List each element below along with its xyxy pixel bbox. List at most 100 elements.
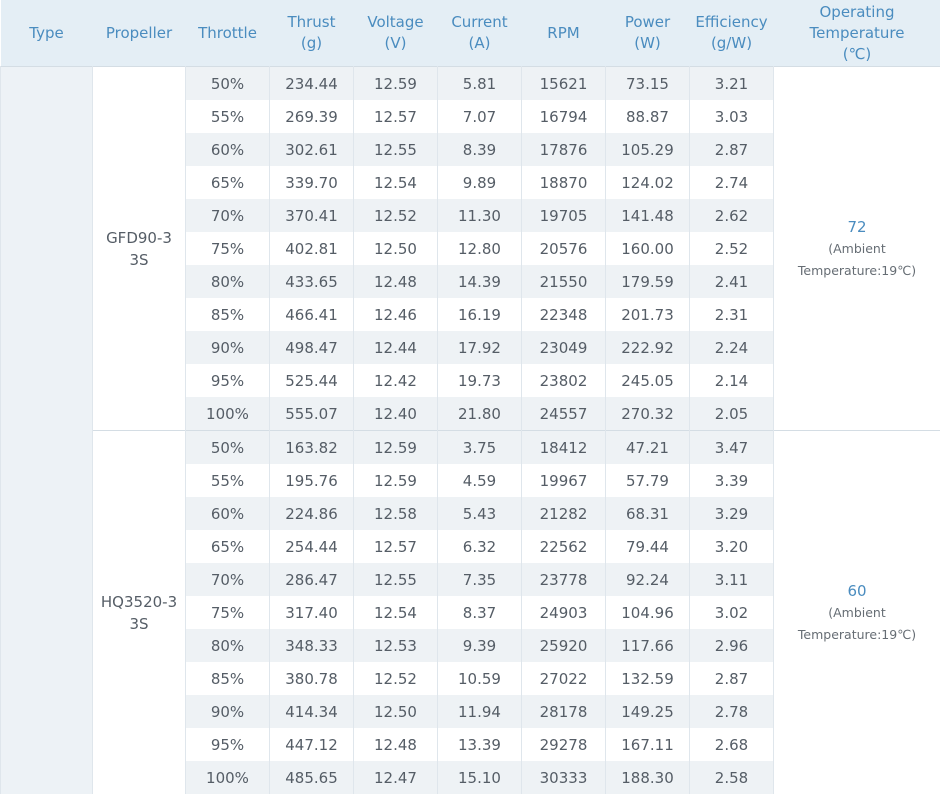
rpm-cell: 18870 <box>522 166 606 199</box>
current-cell: 11.30 <box>438 199 522 232</box>
throttle-cell: 95% <box>186 728 270 761</box>
rpm-cell: 28178 <box>522 695 606 728</box>
efficiency-cell: 3.21 <box>690 67 774 101</box>
thrust-cell: 433.65 <box>270 265 354 298</box>
efficiency-cell: 2.74 <box>690 166 774 199</box>
rpm-cell: 23802 <box>522 364 606 397</box>
rpm-cell: 29278 <box>522 728 606 761</box>
propeller-name: GFD90-3 <box>106 229 172 247</box>
rpm-cell: 25920 <box>522 629 606 662</box>
efficiency-cell: 2.14 <box>690 364 774 397</box>
efficiency-cell: 3.20 <box>690 530 774 563</box>
rpm-cell: 17876 <box>522 133 606 166</box>
operating-temperature-value: 72 <box>774 216 940 238</box>
current-cell: 4.59 <box>438 464 522 497</box>
voltage-cell: 12.57 <box>354 100 438 133</box>
voltage-cell: 12.58 <box>354 497 438 530</box>
thrust-cell: 555.07 <box>270 397 354 431</box>
current-cell: 13.39 <box>438 728 522 761</box>
power-cell: 47.21 <box>606 431 690 465</box>
thrust-cell: 163.82 <box>270 431 354 465</box>
current-cell: 21.80 <box>438 397 522 431</box>
thrust-cell: 286.47 <box>270 563 354 596</box>
current-cell: 3.75 <box>438 431 522 465</box>
efficiency-cell: 2.41 <box>690 265 774 298</box>
current-cell: 9.39 <box>438 629 522 662</box>
efficiency-cell: 2.31 <box>690 298 774 331</box>
throttle-cell: 90% <box>186 331 270 364</box>
rpm-cell: 16794 <box>522 100 606 133</box>
rpm-cell: 19967 <box>522 464 606 497</box>
thrust-cell: 414.34 <box>270 695 354 728</box>
voltage-cell: 12.48 <box>354 265 438 298</box>
power-cell: 201.73 <box>606 298 690 331</box>
voltage-cell: 12.57 <box>354 530 438 563</box>
rpm-cell: 19705 <box>522 199 606 232</box>
current-cell: 7.07 <box>438 100 522 133</box>
efficiency-cell: 2.62 <box>690 199 774 232</box>
rpm-cell: 23778 <box>522 563 606 596</box>
throttle-cell: 50% <box>186 431 270 465</box>
current-cell: 15.10 <box>438 761 522 794</box>
power-cell: 105.29 <box>606 133 690 166</box>
power-cell: 141.48 <box>606 199 690 232</box>
throttle-cell: 100% <box>186 397 270 431</box>
current-cell: 11.94 <box>438 695 522 728</box>
voltage-cell: 12.48 <box>354 728 438 761</box>
throttle-cell: 50% <box>186 67 270 101</box>
power-cell: 245.05 <box>606 364 690 397</box>
thrust-cell: 380.78 <box>270 662 354 695</box>
rpm-cell: 30333 <box>522 761 606 794</box>
current-cell: 7.35 <box>438 563 522 596</box>
thrust-cell: 370.41 <box>270 199 354 232</box>
thrust-cell: 224.86 <box>270 497 354 530</box>
throttle-cell: 100% <box>186 761 270 794</box>
type-cell <box>1 67 93 794</box>
power-cell: 104.96 <box>606 596 690 629</box>
voltage-cell: 12.59 <box>354 464 438 497</box>
ambient-temperature-note: Temperature:19℃) <box>774 260 940 282</box>
col-header-power: Power(W) <box>606 0 690 67</box>
rpm-cell: 24903 <box>522 596 606 629</box>
current-cell: 16.19 <box>438 298 522 331</box>
efficiency-cell: 2.52 <box>690 232 774 265</box>
efficiency-cell: 2.24 <box>690 331 774 364</box>
rpm-cell: 22562 <box>522 530 606 563</box>
voltage-cell: 12.50 <box>354 232 438 265</box>
efficiency-cell: 3.39 <box>690 464 774 497</box>
power-cell: 270.32 <box>606 397 690 431</box>
throttle-cell: 95% <box>186 364 270 397</box>
ambient-temperature-note: (Ambient <box>774 602 940 624</box>
efficiency-cell: 3.47 <box>690 431 774 465</box>
col-header-current: Current(A) <box>438 0 522 67</box>
current-cell: 5.43 <box>438 497 522 530</box>
efficiency-cell: 2.58 <box>690 761 774 794</box>
power-cell: 160.00 <box>606 232 690 265</box>
current-cell: 14.39 <box>438 265 522 298</box>
power-cell: 73.15 <box>606 67 690 101</box>
col-header-voltage: Voltage(V) <box>354 0 438 67</box>
propeller-cells: 3S <box>129 251 148 269</box>
thrust-cell: 195.76 <box>270 464 354 497</box>
power-cell: 132.59 <box>606 662 690 695</box>
rpm-cell: 20576 <box>522 232 606 265</box>
throttle-cell: 55% <box>186 464 270 497</box>
thrust-cell: 485.65 <box>270 761 354 794</box>
voltage-cell: 12.46 <box>354 298 438 331</box>
current-cell: 10.59 <box>438 662 522 695</box>
power-cell: 149.25 <box>606 695 690 728</box>
ambient-temperature-note: Temperature:19℃) <box>774 624 940 646</box>
efficiency-cell: 2.05 <box>690 397 774 431</box>
efficiency-cell: 2.68 <box>690 728 774 761</box>
power-cell: 222.92 <box>606 331 690 364</box>
throttle-cell: 70% <box>186 199 270 232</box>
throttle-cell: 60% <box>186 133 270 166</box>
efficiency-cell: 3.29 <box>690 497 774 530</box>
power-cell: 68.31 <box>606 497 690 530</box>
